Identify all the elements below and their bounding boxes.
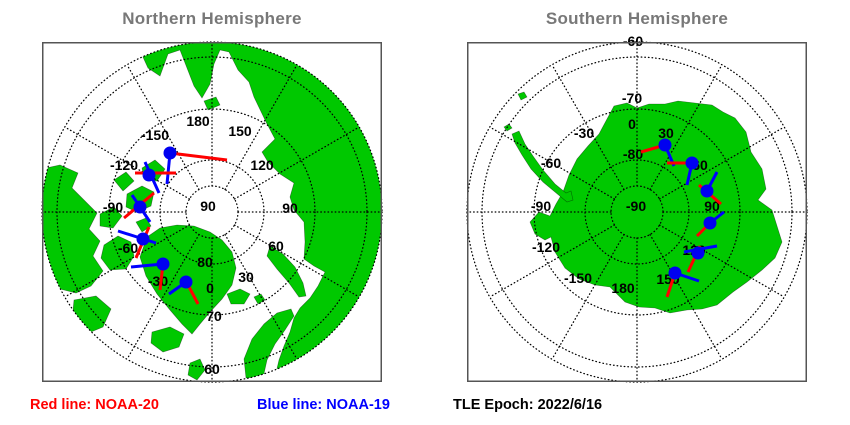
latitude-label: -70: [622, 90, 642, 106]
landmass-islands: [503, 91, 528, 132]
legend-tle-epoch: TLE Epoch: 2022/6/16: [453, 397, 603, 413]
longitude-label: 30: [658, 125, 674, 141]
meridian-line: [64, 224, 191, 298]
longitude-label: -30: [574, 125, 594, 141]
subsatellite-point: [668, 266, 682, 280]
meridian-line: [233, 126, 360, 200]
longitude-label: 150: [228, 123, 252, 139]
subsatellite-point: [685, 156, 699, 170]
latitude-label: -60: [623, 33, 643, 49]
graticule-labels: 0 30 60 90 120 150 180 -150-120 -90 -60 -30 80 70 60 9…: [103, 113, 298, 377]
meridian-line: [489, 224, 616, 298]
subsatellite-point: [658, 138, 672, 152]
meridian-line: [649, 233, 723, 360]
latitude-label: 80: [197, 254, 213, 270]
longitude-label: -120: [110, 157, 138, 173]
longitude-label: 180: [186, 113, 210, 129]
satellite-markers: [117, 146, 228, 305]
map-frame: [467, 42, 807, 382]
meridian-line: [551, 233, 625, 360]
meridian-line: [649, 64, 723, 191]
latitude-label: -80: [623, 146, 643, 162]
longitude-label: 30: [238, 269, 254, 285]
longitude-label: 120: [250, 157, 274, 173]
longitude-label: -150: [564, 270, 592, 286]
subsatellite-point: [142, 168, 156, 182]
parallel-circle: [108, 108, 316, 316]
latitude-label: 70: [206, 308, 222, 324]
subsatellite-point: [156, 257, 170, 271]
subsatellite-point: [700, 184, 714, 198]
meridian-line: [64, 126, 191, 200]
longitude-label: -60: [541, 155, 561, 171]
satellite-markers: [640, 138, 725, 298]
longitude-label: -30: [148, 273, 168, 289]
subsatellite-point: [703, 216, 717, 230]
subsatellite-point: [691, 246, 705, 260]
landmass-iceland: [150, 326, 185, 353]
longitude-label: -60: [118, 240, 138, 256]
longitude-label: -90: [103, 199, 123, 215]
parallel-circle: [533, 108, 741, 316]
southern-hemisphere-map: 0306090120150180-150-120-90-60-30-80-70-…: [466, 33, 808, 383]
longitude-label: 0: [628, 116, 636, 132]
subsatellite-point: [163, 146, 177, 160]
subsatellite-point: [136, 232, 150, 246]
noaa20-track-segment: [169, 151, 228, 162]
longitude-label: -90: [531, 198, 551, 214]
landmass-canadian-islands: [99, 159, 166, 271]
landmass-eurasia: [136, 42, 382, 382]
landmass-north-america: [42, 164, 104, 296]
meridian-line: [658, 126, 785, 200]
meridian-line: [224, 233, 298, 360]
south-map-title: Southern Hemisphere: [545, 9, 729, 28]
meridian-line: [126, 233, 200, 360]
meridian-line: [233, 224, 360, 298]
longitude-label: 90: [282, 200, 298, 216]
meridian-line: [489, 126, 616, 200]
landmass-novaya-zemlya: [266, 245, 307, 298]
longitude-label: 180: [611, 280, 635, 296]
legend-noaa20: Red line: NOAA-20: [30, 397, 159, 413]
meridian-line: [551, 64, 625, 191]
northern-hemisphere-map: 0 30 60 90 120 150 180 -150-120 -90 -60 -30 80 70 60 9…: [41, 41, 383, 383]
longitude-label: 60: [268, 238, 284, 254]
meridian-line: [658, 224, 785, 298]
meridian-line: [224, 64, 298, 191]
landmass-svalbard: [226, 288, 266, 305]
map-frame: [42, 42, 382, 382]
latitude-label: 60: [204, 361, 220, 377]
pole-label: 90: [200, 198, 216, 214]
subsatellite-point: [133, 200, 147, 214]
landmass-british-isles: [187, 358, 206, 381]
pole-label: -90: [626, 198, 646, 214]
subsatellite-point: [179, 275, 193, 289]
longitude-label: -120: [532, 239, 560, 255]
longitude-label: 90: [704, 198, 720, 214]
longitude-label: 0: [206, 280, 214, 296]
longitude-label: -150: [141, 127, 169, 143]
legend-noaa19: Blue line: NOAA-19: [257, 397, 390, 413]
meridian-line: [126, 64, 200, 191]
north-map-title: Northern Hemisphere: [122, 9, 302, 28]
